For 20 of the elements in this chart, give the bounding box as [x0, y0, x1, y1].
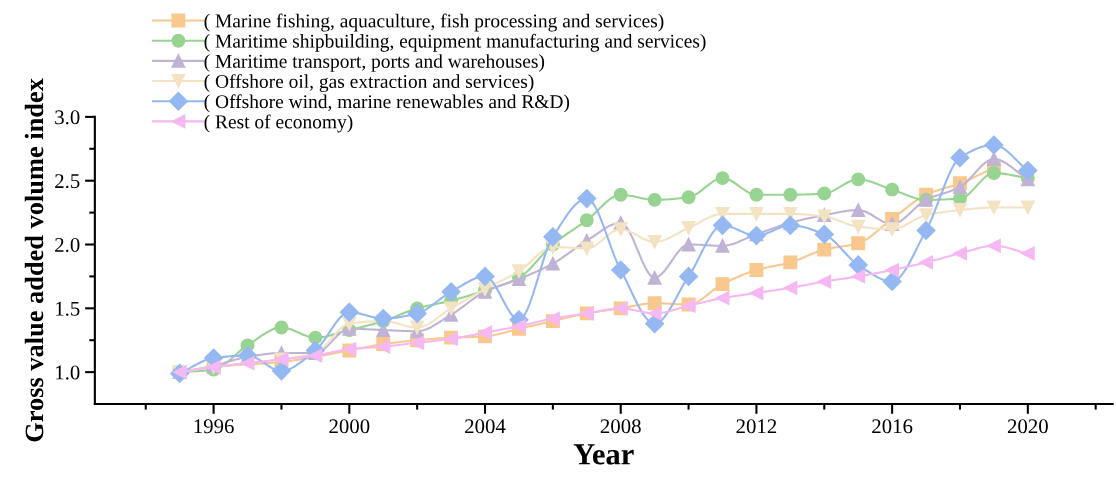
legend-label: ( Maritime transport, ports and warehouses) [204, 54, 545, 72]
y-tick-label: 2.5 [55, 174, 80, 189]
y-tick-label: 2.0 [55, 237, 80, 253]
legend-label: ( Rest of economy) [204, 114, 353, 133]
legend-label: ( Offshore wind, marine renewables and R&D) [204, 94, 570, 113]
y-tick-label: 1.0 [56, 365, 80, 380]
x-axis-title: Year [573, 444, 634, 465]
x-tick-label: 1996 [194, 419, 234, 434]
legend-label: ( Offshore oil, gas extraction and services) [204, 74, 534, 93]
y-axis-title: Gross value added volume index [24, 78, 44, 442]
y-tick-label: 1.5 [56, 301, 80, 316]
legend-label: ( Marine fishing, aquaculture, fish processing and services) [204, 13, 664, 32]
x-tick-label: 2020 [1007, 419, 1048, 434]
x-tick-label: 2008 [600, 419, 641, 434]
x-tick-label: 2016 [872, 419, 913, 434]
x-tick-label: 2000 [329, 419, 370, 434]
x-tick-label: 2004 [465, 419, 506, 434]
y-tick-label: 3.0 [55, 110, 80, 125]
x-tick-label: 2012 [736, 419, 777, 434]
legend-label: ( Maritime shipbuilding, equipment manufacturing and services) [204, 33, 706, 52]
